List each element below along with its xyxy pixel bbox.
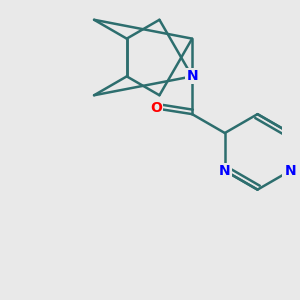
Text: N: N xyxy=(219,164,231,178)
Text: N: N xyxy=(186,69,198,83)
Text: O: O xyxy=(150,101,162,116)
Text: N: N xyxy=(284,164,296,178)
